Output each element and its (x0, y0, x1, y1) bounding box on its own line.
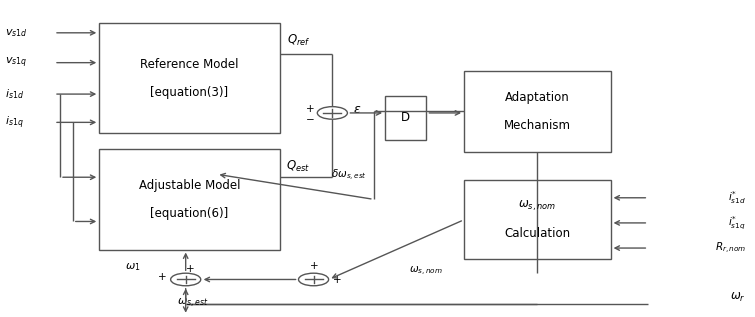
Text: $\delta\omega_{s,est}$: $\delta\omega_{s,est}$ (331, 168, 367, 183)
Text: $i_{s1d}^{*}$: $i_{s1d}^{*}$ (728, 189, 746, 206)
Text: $R_{r,nom}$: $R_{r,nom}$ (714, 241, 746, 256)
Text: $Q_{ref}$: $Q_{ref}$ (287, 33, 310, 48)
Text: D: D (401, 111, 410, 124)
Circle shape (298, 273, 328, 286)
FancyBboxPatch shape (464, 180, 611, 259)
Text: Adaptation: Adaptation (505, 91, 570, 104)
FancyBboxPatch shape (99, 149, 279, 249)
Text: $+$: $+$ (332, 274, 342, 285)
Circle shape (171, 273, 201, 286)
Text: $v_{s1q}$: $v_{s1q}$ (5, 55, 27, 70)
Text: $\omega_{s,nom}$: $\omega_{s,nom}$ (409, 265, 443, 278)
FancyBboxPatch shape (99, 23, 279, 133)
Text: Adjustable Model: Adjustable Model (139, 179, 240, 192)
Text: $i_{s1q}$: $i_{s1q}$ (5, 114, 24, 131)
Text: $Q_{est}$: $Q_{est}$ (286, 159, 310, 174)
Text: $\omega_r$: $\omega_r$ (730, 291, 746, 304)
Text: $\varepsilon$: $\varepsilon$ (353, 103, 362, 116)
Text: $\omega_{s,est}$: $\omega_{s,est}$ (177, 297, 209, 310)
Text: $+$: $+$ (309, 260, 319, 271)
Circle shape (317, 107, 347, 119)
Text: $v_{s1d}$: $v_{s1d}$ (5, 27, 28, 39)
Text: $i_{s1d}$: $i_{s1d}$ (5, 87, 24, 101)
Text: Reference Model: Reference Model (140, 58, 239, 71)
Text: $i_{s1q}^{*}$: $i_{s1q}^{*}$ (729, 214, 746, 232)
FancyBboxPatch shape (464, 70, 611, 152)
Text: [equation(3)]: [equation(3)] (150, 86, 229, 99)
Text: Mechanism: Mechanism (504, 119, 571, 132)
Text: Calculation: Calculation (504, 227, 571, 240)
Text: [equation(6)]: [equation(6)] (150, 207, 229, 220)
Text: $+$: $+$ (186, 263, 195, 274)
Text: $\omega_1$: $\omega_1$ (125, 261, 140, 273)
Text: $-$: $-$ (305, 113, 315, 123)
FancyBboxPatch shape (385, 96, 427, 140)
Text: $+$: $+$ (305, 103, 315, 114)
Text: $+$: $+$ (157, 271, 167, 282)
Text: $\omega_{s,nom}$: $\omega_{s,nom}$ (519, 198, 556, 213)
